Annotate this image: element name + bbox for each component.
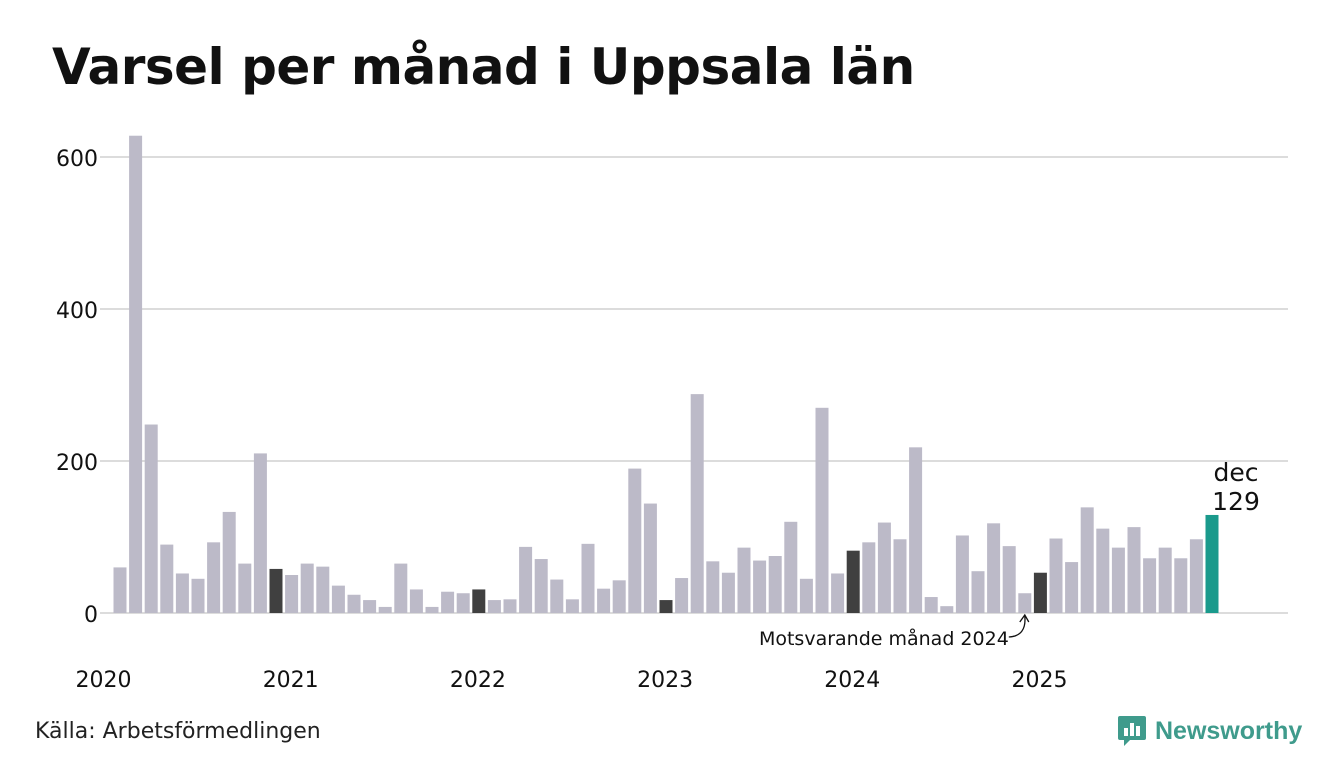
bar-2025-11[interactable]: [1205, 514, 1219, 613]
bar-2021-12[interactable]: [472, 589, 486, 613]
bar-2020-09[interactable]: [238, 563, 252, 613]
bar-2022-04[interactable]: [534, 559, 548, 613]
bar-2020-08[interactable]: [222, 511, 236, 613]
bar-2020-10[interactable]: [253, 453, 267, 613]
bar-2020-01[interactable]: [113, 567, 127, 613]
bar-2023-10[interactable]: [815, 407, 829, 613]
y-tick-label-0: 0: [84, 603, 98, 628]
bar-2024-06[interactable]: [940, 606, 954, 613]
bar-2021-03[interactable]: [331, 585, 345, 613]
bar-2021-01[interactable]: [300, 563, 314, 613]
bar-2024-03[interactable]: [893, 539, 907, 613]
bar-2025-02[interactable]: [1065, 562, 1079, 613]
bar-2024-12[interactable]: [1033, 572, 1047, 613]
bar-2022-12[interactable]: [659, 600, 673, 613]
bar-2024-11[interactable]: [1018, 593, 1032, 613]
newsworthy-logo-icon: [1118, 716, 1146, 746]
bar-2022-11[interactable]: [643, 503, 657, 613]
bar-2024-04[interactable]: [909, 447, 923, 613]
bar-2025-03[interactable]: [1080, 507, 1094, 613]
bar-2025-06[interactable]: [1127, 527, 1141, 613]
bar-2022-08[interactable]: [597, 588, 611, 613]
bar-2022-09[interactable]: [612, 580, 626, 613]
bar-2023-03[interactable]: [706, 561, 720, 613]
bars: [113, 135, 1219, 613]
bar-2022-01[interactable]: [487, 600, 501, 613]
bar-2023-04[interactable]: [721, 572, 735, 613]
bar-2025-04[interactable]: [1096, 528, 1110, 613]
bar-2022-05[interactable]: [550, 579, 564, 613]
bar-2020-04[interactable]: [160, 544, 174, 613]
bar-2023-12[interactable]: [846, 550, 860, 613]
x-year-label-2022: 2022: [450, 668, 506, 693]
bar-2021-05[interactable]: [363, 600, 377, 613]
y-tick-label-200: 200: [56, 451, 98, 476]
highlight-value-label: 129: [1212, 487, 1260, 516]
brand-name: Newsworthy: [1155, 716, 1303, 745]
bar-2023-11[interactable]: [831, 573, 845, 613]
bar-2021-07[interactable]: [394, 563, 408, 613]
bar-2023-02[interactable]: [690, 394, 704, 613]
bar-2025-10[interactable]: [1189, 539, 1203, 613]
bar-2020-12[interactable]: [285, 575, 299, 613]
x-axis-year-labels: 2020 2021 2022 2023 2024 2025: [76, 668, 1068, 693]
bar-2025-07[interactable]: [1143, 558, 1157, 613]
bar-2023-08[interactable]: [784, 521, 798, 613]
source-note: Källa: Arbetsförmedlingen: [35, 719, 321, 744]
annotation-arrowhead-icon: [1019, 613, 1030, 623]
bar-2025-05[interactable]: [1111, 547, 1125, 613]
chart-title: Varsel per månad i Uppsala län: [52, 38, 915, 96]
bar-2025-01[interactable]: [1049, 538, 1063, 613]
bar-2021-10[interactable]: [441, 591, 455, 613]
bar-2024-01[interactable]: [862, 542, 876, 613]
bar-2025-09[interactable]: [1174, 558, 1188, 613]
bar-2020-03[interactable]: [144, 424, 158, 613]
bar-2025-08[interactable]: [1158, 547, 1172, 613]
bar-2021-09[interactable]: [425, 606, 439, 613]
corresponding-month-note: Motsvarande månad 2024: [759, 627, 1009, 650]
y-axis-ticks: 0 200 400 600: [56, 147, 98, 628]
x-year-label-2025: 2025: [1012, 668, 1068, 693]
y-tick-label-600: 600: [56, 147, 98, 172]
bar-2020-11[interactable]: [269, 568, 283, 613]
bar-2020-05[interactable]: [175, 573, 189, 613]
x-year-label-2020: 2020: [76, 668, 132, 693]
y-tick-label-400: 400: [56, 299, 98, 324]
bar-2023-06[interactable]: [753, 560, 767, 613]
bar-2023-05[interactable]: [737, 547, 751, 613]
x-year-label-2021: 2021: [263, 668, 319, 693]
bar-2024-07[interactable]: [955, 535, 969, 613]
bar-2020-02[interactable]: [129, 135, 143, 613]
bar-2021-02[interactable]: [316, 566, 330, 613]
bar-2021-04[interactable]: [347, 594, 361, 613]
x-year-label-2023: 2023: [637, 668, 693, 693]
annotation-arrow: [1008, 615, 1026, 638]
bar-2022-07[interactable]: [581, 543, 595, 613]
bar-2024-09[interactable]: [987, 523, 1001, 613]
bar-2021-11[interactable]: [456, 593, 470, 613]
bar-2024-02[interactable]: [877, 522, 891, 613]
bar-2023-09[interactable]: [799, 578, 813, 613]
bar-2021-06[interactable]: [378, 606, 392, 613]
bar-2024-05[interactable]: [924, 597, 938, 613]
bar-2022-10[interactable]: [628, 468, 642, 613]
x-year-label-2024: 2024: [824, 668, 880, 693]
bar-2022-02[interactable]: [503, 599, 517, 613]
bar-2023-01[interactable]: [675, 578, 689, 613]
bar-2022-06[interactable]: [565, 599, 579, 613]
highlight-month-label: dec: [1214, 458, 1259, 487]
brand-logo[interactable]: Newsworthy: [1117, 714, 1302, 748]
bar-2024-08[interactable]: [971, 571, 985, 613]
bar-2020-06[interactable]: [191, 578, 205, 613]
bar-2020-07[interactable]: [207, 542, 221, 613]
bar-2022-03[interactable]: [519, 546, 533, 613]
bar-2021-08[interactable]: [409, 589, 423, 613]
bar-2024-10[interactable]: [1002, 546, 1016, 613]
bar-2023-07[interactable]: [768, 556, 782, 613]
